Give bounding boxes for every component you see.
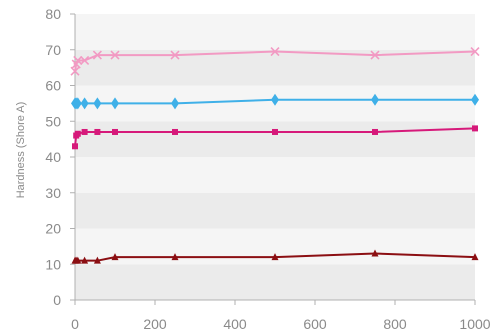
x-tick-label: 800 <box>383 316 407 332</box>
series-3 <box>72 125 478 150</box>
y-tick-label: 30 <box>45 185 61 201</box>
x-tick-label: 200 <box>143 316 167 332</box>
data-point <box>112 128 118 135</box>
data-point <box>73 97 82 110</box>
data-point <box>80 55 90 66</box>
data-point <box>92 50 102 60</box>
data-point <box>171 97 179 110</box>
data-point <box>81 256 89 264</box>
x-tick-label: 0 <box>71 316 79 332</box>
grid-band <box>75 121 475 157</box>
y-tick-label: 50 <box>45 113 61 129</box>
data-point <box>170 50 180 60</box>
data-point <box>271 93 279 106</box>
data-point <box>471 253 479 261</box>
data-point <box>271 253 279 261</box>
data-point <box>471 93 479 106</box>
grid-band <box>75 157 475 193</box>
data-point <box>93 256 101 264</box>
data-point <box>372 128 378 135</box>
data-point <box>371 93 379 106</box>
y-tick-label: 80 <box>45 6 61 22</box>
data-point <box>371 249 379 257</box>
data-point <box>272 128 278 135</box>
axes <box>70 13 476 305</box>
y-tick-labels: 0 10 20 30 40 50 60 70 80 <box>45 6 61 308</box>
data-point <box>111 253 119 261</box>
data-point <box>93 97 102 110</box>
data-point <box>470 46 480 57</box>
data-point <box>172 128 178 135</box>
grid-band <box>75 264 475 300</box>
data-point <box>111 97 119 110</box>
data-point <box>94 128 101 135</box>
x-tick-label: 600 <box>303 316 327 332</box>
y-tick-label: 10 <box>45 256 61 272</box>
series-1 <box>70 46 480 76</box>
data-point <box>370 50 380 60</box>
y-tick-label: 40 <box>45 149 61 165</box>
series-layer <box>70 46 480 264</box>
data-point <box>73 55 83 66</box>
data-point <box>80 97 89 110</box>
x-tick-label: 1000 <box>459 316 490 332</box>
data-point <box>81 128 88 135</box>
grid-band <box>75 14 475 50</box>
data-point <box>74 256 82 264</box>
y-tick-label: 70 <box>45 42 61 58</box>
data-point <box>70 66 80 76</box>
x-tick-labels: 0 200 400 600 800 1000 <box>71 316 491 332</box>
data-point <box>72 143 78 150</box>
data-point <box>110 50 120 60</box>
x-tick-label: 400 <box>223 316 247 332</box>
plot-background-bands <box>75 14 475 300</box>
data-point <box>171 253 179 261</box>
series-4 <box>71 249 479 264</box>
grid-band <box>75 192 475 229</box>
data-point <box>472 125 478 132</box>
data-point <box>74 130 81 137</box>
y-tick-label: 0 <box>53 292 61 308</box>
y-tick-label: 60 <box>45 78 61 94</box>
data-point <box>270 46 280 57</box>
series-2 <box>71 93 479 110</box>
y-tick-label: 20 <box>45 221 61 237</box>
y-axis-title: Hardness (Shore A) <box>15 102 27 199</box>
